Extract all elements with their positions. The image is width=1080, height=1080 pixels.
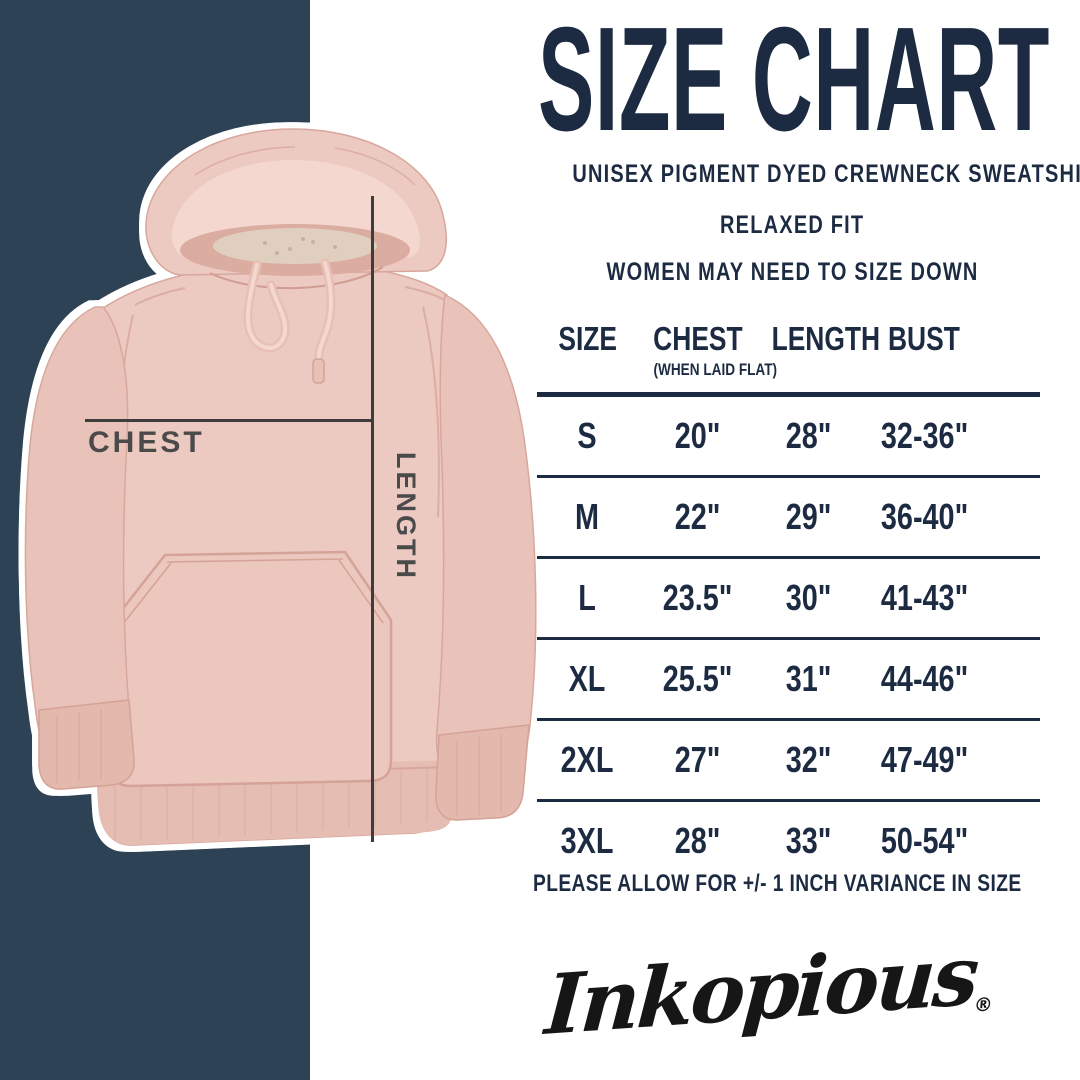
table-row: XL 25.5" 31" 44-46" <box>537 640 1040 718</box>
col-header-bust: BUST <box>888 320 961 357</box>
cell-bust: 41-43" <box>880 577 968 618</box>
registered-trademark-symbol: ® <box>972 993 994 1017</box>
hood-heather-lining <box>213 228 377 264</box>
table-row: S 20" 28" 32-36" <box>537 397 1040 475</box>
cell-length: 30" <box>785 577 832 618</box>
table-row: L 23.5" 30" 41-43" <box>537 559 1040 637</box>
row-divider <box>537 718 1040 721</box>
length-measure-line <box>371 196 374 842</box>
cell-bust: 44-46" <box>880 658 968 699</box>
cell-chest: 22" <box>675 496 721 537</box>
col-header-chest-note: (WHEN LAID FLAT) <box>653 360 777 379</box>
cell-length: 28" <box>785 415 832 456</box>
subtitle-product: UNISEX PIGMENT DYED CREWNECK SWEATSHIRT <box>572 160 1080 188</box>
cell-size: M <box>575 496 600 537</box>
page-title: SIZE CHART <box>520 0 1068 162</box>
cell-chest: 25.5" <box>663 658 733 699</box>
table-row: 2XL 27" 32" 47-49" <box>537 721 1040 799</box>
chest-measure-label: CHEST <box>88 426 205 459</box>
cell-chest: 28" <box>675 820 721 861</box>
length-measure-label: LENGTH <box>391 452 421 581</box>
cell-length: 29" <box>785 496 832 537</box>
table-row: 3XL 28" 33" 50-54" <box>537 802 1040 880</box>
hoodie-left-sleeve <box>24 306 135 790</box>
hoodie-illustration <box>24 128 537 846</box>
cell-length: 31" <box>785 658 832 699</box>
row-divider <box>537 556 1040 559</box>
drawstring-aglet <box>312 358 325 384</box>
cell-chest: 27" <box>675 739 721 780</box>
col-header-chest: CHEST (WHEN LAID FLAT) <box>638 320 777 380</box>
row-divider <box>537 799 1040 802</box>
col-header-size: SIZE <box>557 320 617 357</box>
subtitle-fit: RELAXED FIT <box>720 211 865 239</box>
cell-chest: 20" <box>675 415 721 456</box>
cell-size: 2XL <box>560 739 614 780</box>
cell-size: XL <box>568 658 606 699</box>
brand-logo: Inkopious® <box>500 925 1040 1055</box>
cell-bust: 32-36" <box>880 415 968 456</box>
cell-bust: 47-49" <box>880 739 968 780</box>
cell-size: S <box>577 415 597 456</box>
table-header-rule <box>537 392 1040 397</box>
row-divider <box>537 475 1040 478</box>
page-title-text: SIZE CHART <box>538 0 1050 162</box>
col-header-length: LENGTH <box>771 320 881 357</box>
hoodie-right-sleeve <box>435 293 537 821</box>
cell-length: 33" <box>785 820 832 861</box>
hoodie-drawstrings <box>243 258 336 384</box>
cell-length: 32" <box>785 739 832 780</box>
cell-bust: 50-54" <box>880 820 968 861</box>
cell-chest: 23.5" <box>663 577 733 618</box>
subtitle-sizing-advice: WOMEN MAY NEED TO SIZE DOWN <box>606 258 979 286</box>
cell-bust: 36-40" <box>880 496 968 537</box>
cell-size: L <box>578 577 597 618</box>
chest-measure-line <box>85 419 374 422</box>
variance-footnote: PLEASE ALLOW FOR +/- 1 INCH VARIANCE IN … <box>533 870 1022 897</box>
size-table-header-row: SIZE CHEST (WHEN LAID FLAT) LENGTH BUST <box>537 320 1040 392</box>
hoodie-photo <box>0 115 560 890</box>
brand-logo-text: Inkopious® <box>541 927 994 1055</box>
hoodie-pocket <box>108 550 393 788</box>
size-table: SIZE CHEST (WHEN LAID FLAT) LENGTH BUST … <box>537 320 1040 880</box>
hoodie-hood <box>145 128 447 290</box>
table-row: M 22" 29" 36-40" <box>537 478 1040 556</box>
row-divider <box>537 637 1040 640</box>
cell-size: 3XL <box>560 820 614 861</box>
